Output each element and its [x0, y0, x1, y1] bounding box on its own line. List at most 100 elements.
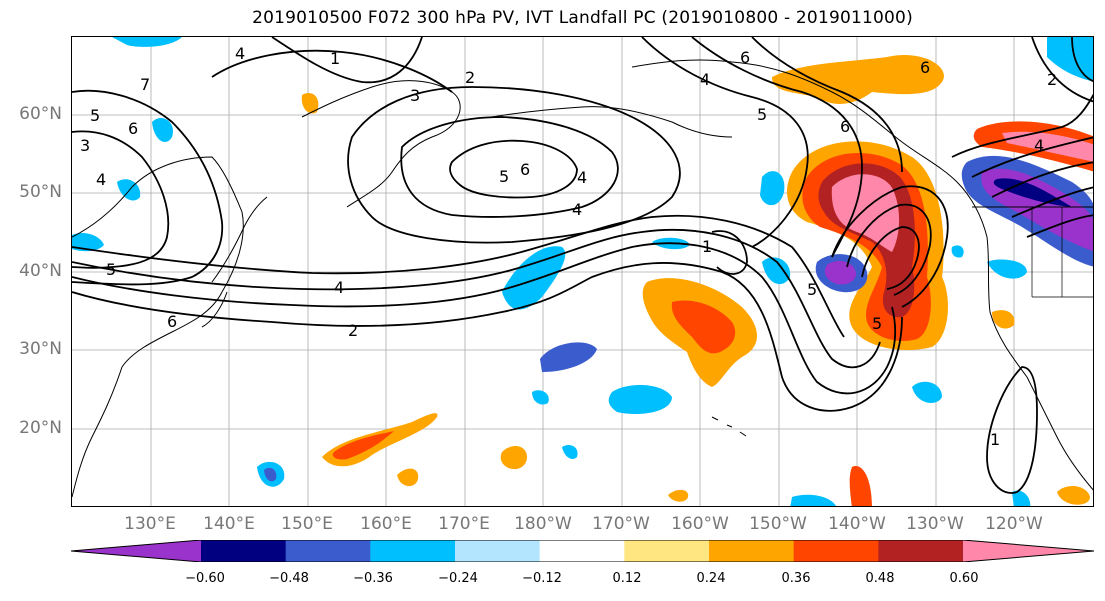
us-states	[1031, 207, 1093, 298]
colorbar-tick: −0.36	[353, 571, 393, 586]
low-negative-inner	[824, 260, 857, 285]
pv-contour-1	[72, 262, 903, 412]
contour-label: 5	[757, 105, 767, 124]
japan	[201, 196, 268, 328]
pv-contour-8	[72, 89, 224, 286]
canada-positive-pink	[1002, 131, 1093, 162]
pv-contour-10	[211, 49, 453, 93]
neg-cyan-16	[532, 390, 549, 405]
colorbar-extend-max	[963, 540, 1094, 562]
neg-cyan-15	[1012, 490, 1031, 506]
contour-label: 2	[465, 68, 475, 87]
lon-label-150w: 150°W	[749, 514, 807, 534]
colorbar	[71, 540, 1094, 562]
neg-cyan-5	[912, 381, 942, 403]
pv-contour-16	[846, 203, 932, 296]
sw-us-positive	[992, 310, 1015, 329]
pv-contour-20	[991, 161, 1093, 198]
pv-contour-24	[1071, 37, 1093, 83]
kamchatka-positive	[301, 92, 319, 114]
lon-label-170e: 170°E	[438, 514, 490, 534]
contour-label: 2	[1047, 70, 1057, 89]
map-plot-area: 1 2 3 4 5 6 4 6 6 5 4 2 6 7 5 6 3 4 5 4	[71, 36, 1094, 507]
pv-contour-6	[400, 116, 619, 218]
pv-contour-9	[72, 130, 170, 269]
lon-label-150e: 150°E	[281, 514, 333, 534]
neg-cyan-17	[562, 445, 578, 459]
neg-cyan-6	[152, 117, 173, 142]
colorbar-cell	[878, 540, 964, 562]
pv-contour-13	[691, 37, 863, 258]
lon-label-160w: 160°W	[671, 514, 729, 534]
coastlines	[72, 59, 1093, 498]
lat-label-20n: 20°N	[19, 418, 62, 438]
colorbar-tick: 0.60	[949, 571, 979, 586]
wpac-positive-inner	[332, 431, 394, 460]
ivt-shading	[72, 37, 1093, 506]
contour-label: 2	[348, 321, 358, 340]
colorbar-tick: −0.48	[269, 571, 309, 586]
tropic-positive-east	[849, 466, 872, 506]
lon-label-180w: 180°W	[514, 514, 572, 534]
pv-contour-15	[831, 185, 949, 308]
contour-label: 5	[807, 280, 817, 299]
lon-label-160e: 160°E	[360, 514, 412, 534]
neg-cyan-2	[608, 385, 672, 415]
contour-label: 5	[499, 167, 509, 186]
lat-label-50n: 50°N	[19, 182, 62, 202]
neg-cyan-4	[762, 257, 791, 285]
lon-label-120w: 120°W	[985, 514, 1043, 534]
contour-label: 4	[700, 70, 710, 89]
contour-label: 5	[872, 314, 882, 333]
positive-plume-pink	[831, 174, 900, 252]
colorbar-tick: 0.24	[696, 571, 726, 586]
contour-label: 6	[520, 160, 530, 179]
wpac-positive-dot	[500, 445, 527, 470]
pv-contour-22	[1026, 214, 1093, 238]
colorbar-cell	[624, 540, 710, 562]
contour-label: 1	[330, 49, 340, 68]
contour-label: 5	[90, 106, 100, 125]
map-svg: 1 2 3 4 5 6 4 6 6 5 4 2 6 7 5 6 3 4 5 4	[72, 37, 1093, 506]
pv-contour-11	[271, 37, 423, 84]
contour-label: 4	[96, 170, 106, 189]
colorbar-tick: −0.12	[522, 571, 562, 586]
contour-label: 4	[334, 278, 344, 297]
pv-contours	[72, 37, 1093, 494]
lon-label-140e: 140°E	[203, 514, 255, 534]
wpac-positive-small	[397, 468, 419, 487]
pv-contour-25	[986, 366, 1038, 494]
lat-label-30n: 30°N	[19, 339, 62, 359]
pv-contour-5	[347, 86, 681, 244]
pv-contour-18	[951, 93, 1093, 158]
contour-label: 1	[702, 237, 712, 256]
lat-label-60n: 60°N	[19, 104, 62, 124]
contour-label: 4	[577, 168, 587, 187]
alaska-positive	[772, 55, 944, 104]
contour-label: 1	[990, 430, 1000, 449]
na-coast	[956, 181, 1093, 491]
lon-label-130e: 130°E	[124, 514, 176, 534]
colorbar-cell	[793, 540, 879, 562]
pv-contour-4	[72, 214, 845, 338]
pv-contour-23	[1031, 37, 1093, 103]
colorbar-tick: 0.36	[781, 571, 811, 586]
contour-label: 3	[80, 136, 90, 155]
colorbar-cell	[370, 540, 456, 562]
neg-blue-1	[540, 342, 597, 372]
neg-blue-2	[264, 467, 277, 482]
pv-contour-17	[861, 226, 920, 290]
contour-label: 7	[140, 75, 150, 94]
contour-label: 4	[1034, 136, 1044, 155]
neg-cyan-8	[72, 233, 104, 252]
colorbar-cell	[709, 540, 795, 562]
colorbar-cells	[201, 540, 964, 562]
colorbar-tick: −0.24	[438, 571, 478, 586]
colorbar-cell	[285, 540, 371, 562]
colorbar-cell	[201, 540, 287, 562]
lon-label-130w: 130°W	[906, 514, 964, 534]
contour-label: 6	[920, 58, 930, 77]
kamchatka	[301, 80, 461, 208]
hawaii-positive	[668, 489, 689, 502]
